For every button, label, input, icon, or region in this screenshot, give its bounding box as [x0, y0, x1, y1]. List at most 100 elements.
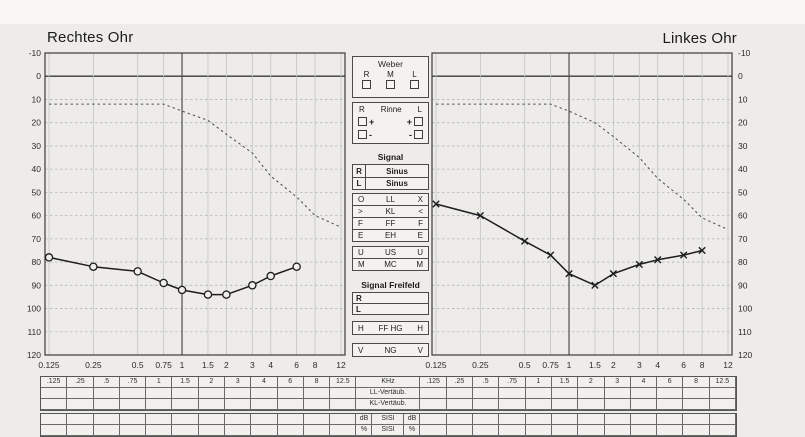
table-cell: [41, 399, 68, 410]
db-axis-label: 20: [32, 118, 42, 128]
weber-letter-row: R M L: [358, 70, 423, 79]
v-row-right: V: [417, 345, 423, 355]
weber-checkbox-r: [362, 80, 371, 89]
db-axis-label: 70: [32, 234, 42, 244]
table-cell: [330, 399, 357, 410]
data-point-circle: [177, 285, 187, 295]
table-cell: [446, 399, 474, 410]
table-cell: .75: [119, 377, 147, 388]
db-axis-label: 10: [32, 94, 42, 104]
sisi-label-left: dB: [356, 414, 373, 424]
table-cell: [41, 425, 68, 436]
rinne-plus-sign-right: +: [406, 116, 412, 127]
table-cell: [93, 414, 120, 425]
table-cell: [446, 414, 474, 425]
signal-box: R Sinus L Sinus: [352, 164, 429, 190]
freq-axis-label: 8: [313, 360, 318, 370]
db-axis-label: 110: [738, 327, 752, 337]
table-cell: [251, 388, 278, 399]
h-row-left: H: [358, 323, 364, 333]
freq-axis-label: 0.5: [519, 360, 531, 370]
table-cell: [93, 399, 120, 410]
rinne-plus-checkbox-l: [414, 117, 423, 126]
right-ear-title: Rechtes Ohr: [47, 29, 134, 46]
table-cell: 2: [578, 377, 605, 388]
table-cell: [630, 388, 658, 399]
freq-axis-label: 4: [655, 360, 660, 370]
data-point-circle: [248, 281, 257, 290]
table-cell: [657, 399, 684, 410]
table-cell: 2: [198, 377, 226, 388]
symbol-right: U: [417, 248, 423, 257]
data-point-x: [654, 256, 662, 264]
db-axis-label: 100: [738, 304, 752, 314]
table-cell: [119, 414, 147, 425]
freq-axis-label: 0.25: [85, 360, 102, 370]
symbol-left: O: [358, 195, 365, 204]
table-cell: [473, 388, 500, 399]
data-point-x: [432, 200, 440, 208]
symbol-row-mc: M MC M: [352, 258, 429, 271]
table-cell: [225, 414, 252, 425]
table-cell: [251, 425, 278, 436]
table-cell: [93, 425, 120, 436]
db-axis-label: 30: [32, 141, 42, 151]
rinne-minus-row: - -: [358, 128, 423, 141]
v-row-center: NG: [384, 345, 397, 355]
weber-letter-l: L: [412, 70, 417, 79]
series-dashed-curve-right: [49, 103, 342, 228]
rinne-title: Rinne: [380, 105, 402, 114]
symbol-right: F: [418, 219, 423, 228]
freq-axis-label: 3: [637, 360, 642, 370]
table-cell: [630, 399, 658, 410]
symbol-left: F: [358, 219, 363, 228]
freq-axis-label: 0.25: [472, 360, 489, 370]
table-cell: [225, 399, 252, 410]
sisi-table-lower: dB SISI dB% SISI%: [40, 413, 737, 437]
freq-axis-label: 3: [250, 360, 255, 370]
db-axis-label: 120: [738, 350, 752, 360]
table-cell: [251, 399, 278, 410]
table-cell: [330, 414, 357, 425]
series-ll-right-circles: [44, 253, 301, 299]
series-ll-left-crosses: [432, 200, 706, 290]
signal-title: Signal: [377, 152, 404, 162]
table-cell: [119, 388, 147, 399]
db-axis-label: 50: [738, 187, 748, 197]
symbol-legend-table: O LL X > KL < F FF F E EH E U US U M MC M: [352, 193, 429, 271]
table-cell: [499, 399, 526, 410]
data-point-x: [591, 281, 599, 290]
symbol-row-ff: F FF F: [352, 217, 429, 230]
table-cell: [525, 414, 552, 425]
data-point-circle: [89, 262, 98, 271]
db-axis-label: 90: [738, 280, 748, 290]
data-point-x: [679, 251, 688, 259]
table-cell: [146, 414, 173, 425]
freifeld-row-l: L: [352, 303, 429, 315]
table-cell: [657, 414, 684, 425]
symbol-left: M: [358, 260, 365, 269]
table-cell: [709, 388, 736, 399]
table-cell: [551, 414, 579, 425]
rinne-box: R Rinne L + + - -: [352, 102, 429, 144]
left-ear-audiogram-chart: -10 0 10 20 30 40 50 60 70 80 90 100 110 120 0.125 0.25…: [425, 48, 752, 370]
grid: [431, 52, 733, 356]
series-dashed-curve-left: [436, 103, 729, 231]
data-point-circle: [159, 278, 168, 288]
table-cell: [657, 425, 684, 436]
signal-letter-l: L: [353, 178, 366, 189]
symbol-right: <: [418, 207, 423, 216]
table-cell: [709, 399, 736, 410]
db-axis-label: 80: [738, 257, 748, 267]
symbol-left: U: [358, 248, 364, 257]
table-cell: [277, 414, 304, 425]
sisi-label-right: dB: [403, 414, 419, 424]
freq-axis-label: 2: [224, 360, 229, 370]
sisi-label-center: SISI: [381, 426, 395, 433]
symbol-left: E: [358, 231, 364, 240]
table-cell: [172, 425, 199, 436]
data-point-x: [609, 269, 618, 278]
table-cell: [225, 388, 252, 399]
table-cell: [525, 388, 552, 399]
data-point-circle: [133, 267, 142, 276]
